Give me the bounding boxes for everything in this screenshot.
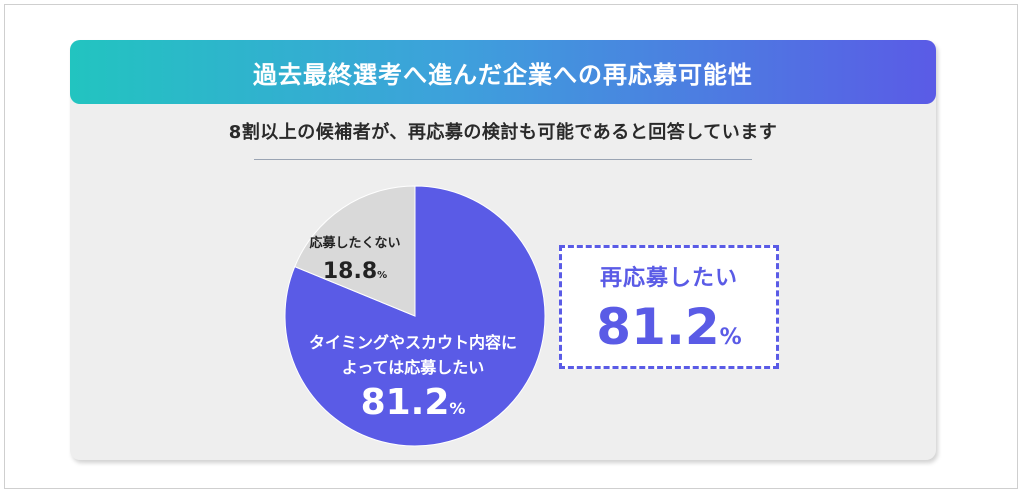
- highlight-box: 再応募したい 81.2%: [559, 245, 779, 369]
- title-banner: 過去最終選考へ進んだ企業への再応募可能性: [70, 40, 936, 104]
- pie-slice-value-0: 81.2%: [361, 382, 466, 423]
- highlight-value: 81.2%: [562, 298, 776, 356]
- chart-subtitle: 8割以上の候補者が、再応募の検討も可能であると回答しています: [228, 122, 778, 143]
- highlight-unit: %: [719, 325, 742, 350]
- highlight-number: 81.2: [596, 298, 720, 356]
- pie-slice-1: [294, 185, 416, 317]
- pie-slice-label-0-0: タイミングやスカウト内容に: [309, 333, 517, 352]
- chart-title: 過去最終選考へ進んだ企業への再応募可能性: [253, 60, 753, 89]
- pie-slice-label-1-0: 応募したくない: [309, 235, 400, 251]
- pie-slice-value-1: 18.8%: [323, 259, 387, 284]
- highlight-label: 再応募したい: [599, 266, 738, 291]
- pie-slice-label-0-1: よっては応募したい: [342, 358, 484, 377]
- divider: [254, 159, 752, 160]
